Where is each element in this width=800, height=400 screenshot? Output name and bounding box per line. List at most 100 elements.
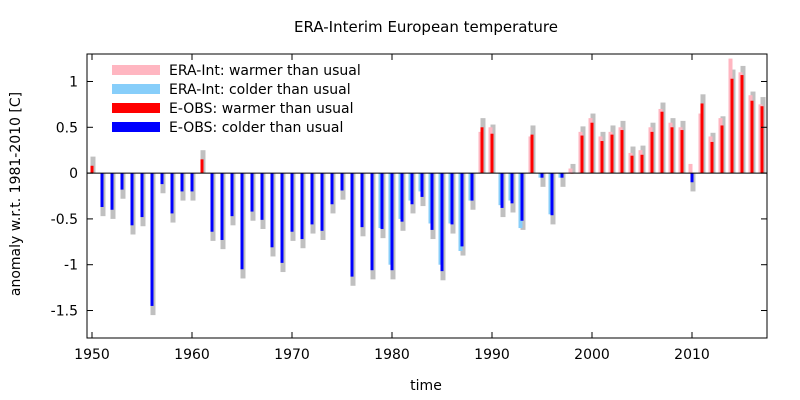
eobs-bar (270, 173, 274, 248)
eobs-bar (720, 125, 724, 174)
x-axis-label: time (410, 378, 442, 394)
eobs-bar (350, 173, 354, 277)
eobs-bar (260, 173, 264, 220)
legend: ERA-Int: warmer than usual ERA-Int: colde… (112, 63, 361, 136)
eobs-bar (140, 173, 144, 218)
axis-ticks: 1950 1960 1970 1980 1990 2000 2010 -1.5 -1 -0.5 0 0… (51, 54, 767, 363)
uncertainty-bar (570, 163, 576, 174)
eobs-bar (440, 173, 444, 272)
eobs-bar (580, 135, 584, 174)
eobs-bar (550, 173, 554, 216)
eobs-bar (280, 173, 284, 263)
eobs-bar (150, 173, 154, 306)
eobs-bar (310, 173, 314, 225)
legend-label: ERA-Int: colder than usual (169, 82, 351, 98)
x-tick-label: 2010 (674, 347, 710, 363)
x-tick-label: 1960 (174, 347, 210, 363)
eobs-bar (730, 78, 734, 174)
eobs-bar (210, 173, 214, 232)
eobs-bar (300, 173, 304, 240)
x-tick-label: 1980 (374, 347, 410, 363)
eobs-bar (560, 173, 564, 178)
uncertainty-bar (540, 173, 546, 187)
eobs-bar (460, 173, 464, 247)
eobs-bar (540, 173, 544, 178)
uncertainty-bar (90, 156, 96, 174)
x-tick-label: 1970 (274, 347, 310, 363)
eobs-bar (450, 173, 454, 225)
eobs-bar (340, 173, 344, 191)
era-bar (568, 168, 573, 174)
eobs-bar (290, 173, 294, 232)
eobs-bar (130, 173, 134, 226)
legend-label: ERA-Int: warmer than usual (169, 63, 361, 79)
x-tick-label: 1990 (474, 347, 510, 363)
eobs-bar (100, 173, 104, 207)
eobs-bar (230, 173, 234, 217)
eobs-bar (160, 173, 164, 185)
uncertainty-bar (560, 173, 566, 187)
eobs-bar (240, 173, 244, 270)
eobs-bar (670, 127, 674, 174)
eobs-bar (110, 173, 114, 210)
eobs-bar (700, 103, 704, 174)
eobs-bar (630, 155, 634, 174)
eobs-bar (530, 134, 534, 174)
eobs-bar (760, 106, 764, 174)
eobs-bar (320, 173, 324, 231)
y-tick-label: 0.5 (56, 120, 78, 136)
bars-layer (90, 58, 766, 316)
eobs-bar (370, 173, 374, 271)
eobs-bar (490, 133, 494, 174)
x-tick-label: 2000 (574, 347, 610, 363)
eobs-bar (510, 173, 514, 204)
legend-label: E-OBS: warmer than usual (169, 101, 354, 117)
eobs-bar (750, 100, 754, 174)
eobs-bar (170, 173, 174, 214)
eobs-bar (410, 173, 414, 205)
eobs-bar (430, 173, 434, 230)
y-tick-label: 0 (69, 166, 78, 182)
eobs-bar (220, 173, 224, 240)
y-tick-label: -1.5 (51, 304, 78, 320)
eobs-bar (650, 131, 654, 174)
eobs-bar (380, 173, 384, 229)
y-tick-label: -0.5 (51, 212, 78, 228)
plot-frame (86, 53, 768, 339)
eobs-bar (470, 173, 474, 201)
eobs-bar (600, 141, 604, 174)
eobs-bar (200, 159, 204, 174)
eobs-bar (480, 127, 484, 174)
y-tick-label: 1 (69, 74, 78, 90)
eobs-bar (400, 173, 404, 222)
eobs-bar (590, 122, 594, 174)
legend-swatch (112, 65, 160, 75)
eobs-bar (190, 173, 194, 192)
eobs-bar (500, 173, 504, 208)
legend-swatch (112, 103, 160, 113)
eobs-bar (390, 173, 394, 271)
eobs-bar (90, 165, 94, 174)
eobs-bar (120, 173, 124, 190)
chart-title: ERA-Interim European temperature (294, 18, 558, 36)
eobs-bar (680, 130, 684, 174)
y-tick-label: -1 (64, 258, 78, 274)
eobs-bar (420, 173, 424, 197)
era-bar (688, 163, 693, 174)
x-tick-label: 1950 (74, 347, 110, 363)
legend-label: E-OBS: colder than usual (169, 120, 343, 136)
eobs-bar (180, 173, 184, 192)
eobs-bar (640, 154, 644, 174)
eobs-bar (250, 173, 254, 212)
eobs-bar (330, 173, 334, 205)
eobs-bar (620, 130, 624, 174)
eobs-bar (690, 173, 694, 183)
eobs-bar (520, 173, 524, 221)
y-axis-label: anomaly w.r.t. 1981-2010 [C] (8, 92, 24, 296)
eobs-bar (710, 141, 714, 174)
eobs-bar (660, 111, 664, 174)
legend-swatch (112, 84, 160, 94)
eobs-bar (740, 75, 744, 174)
legend-swatch (112, 122, 160, 132)
